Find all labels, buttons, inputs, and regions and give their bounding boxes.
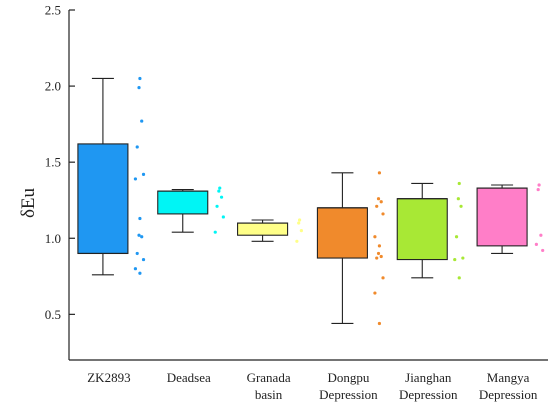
data-point [541,248,545,253]
y-tick-label: 2.0 [45,79,61,94]
data-point [140,119,144,123]
data-point [295,239,299,243]
data-point [215,204,219,208]
data-point [381,276,385,280]
y-tick-label: 1.0 [45,231,61,246]
data-point [375,256,379,260]
data-point [377,244,382,248]
data-point [213,230,217,234]
data-point [138,76,142,81]
data-point [221,215,225,219]
data-point [377,321,382,326]
y-tick-label: 1.5 [45,155,61,170]
data-point [373,291,377,295]
data-point [457,181,461,186]
data-point [377,171,382,175]
box [237,222,289,236]
data-point [297,218,302,222]
data-point [537,183,541,187]
x-category-label-line: Dongpu [327,370,369,385]
y-axis-title: δEu [18,187,39,218]
plot-area [77,76,545,326]
x-category-label: Granada basin [247,370,291,402]
axes: 0.5 1.0 1.5 2.0 2.5 ZK2893 Deadsea Granada basin… [45,3,548,402]
data-point [135,145,139,149]
data-point [133,177,138,181]
data-point [218,186,222,190]
x-category-label-line: ZK2893 [87,370,130,385]
data-point [133,267,138,271]
x-category-label-line: basin [255,387,283,402]
data-point [456,197,460,201]
data-point [375,204,379,208]
data-point [453,257,457,262]
data-point [534,242,538,246]
x-category-label: Dongpu Depression [319,370,378,402]
data-point [141,172,146,176]
data-point [219,195,224,199]
data-point [297,221,301,225]
x-category-label-line: Depression [479,387,538,402]
data-point [379,254,383,259]
data-point [138,216,142,221]
x-category-label-line: Depression [319,387,378,402]
data-point [459,204,463,208]
data-point [536,187,540,192]
x-category-label-line: Depression [399,387,458,402]
data-point [217,189,221,193]
data-point [379,200,383,204]
x-category-label-line: Granada [247,370,291,385]
data-point [376,197,381,201]
box [476,187,528,247]
data-point [135,251,139,256]
box [157,190,209,215]
data-point [137,233,141,237]
data-point [138,271,142,275]
box [77,143,129,255]
data-point [381,212,385,216]
data-point [457,276,461,280]
x-category-label: Jianghan Depression [399,370,458,402]
x-category-label-line: Deadsea [167,370,211,385]
box [396,198,448,261]
data-point [299,229,303,233]
data-point [141,257,146,262]
x-category-label: Mangya Depression [479,370,538,402]
y-tick-label: 2.5 [45,3,61,18]
data-point [376,251,381,256]
box [316,207,368,259]
data-point [539,233,543,237]
data-point [137,86,141,90]
data-point [373,235,377,239]
x-category-label-line: Jianghan [405,370,452,385]
y-tick-label: 0.5 [45,307,61,322]
x-category-label-line: Mangya [487,370,530,385]
data-point [454,235,459,239]
data-point [461,256,465,260]
data-point [140,235,144,239]
x-category-label: Deadsea [167,370,211,385]
x-category-label: ZK2893 [87,370,130,385]
